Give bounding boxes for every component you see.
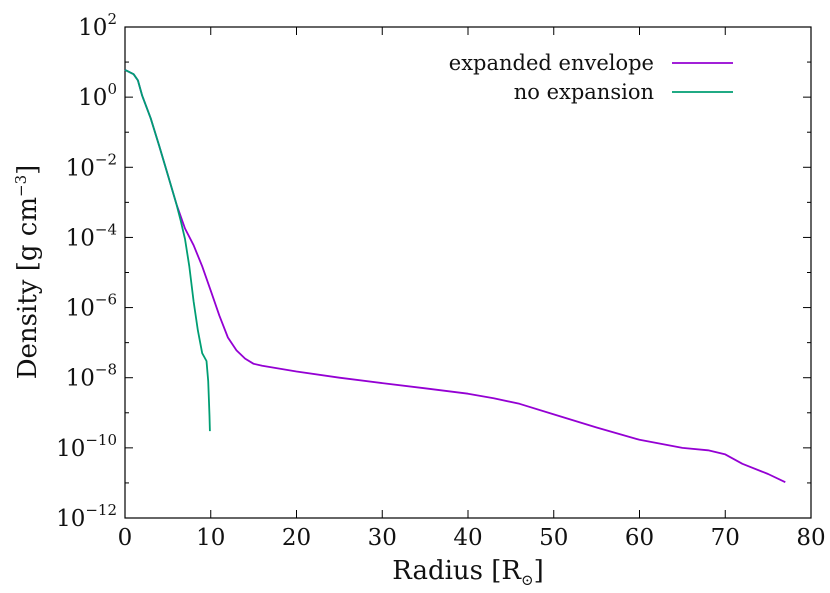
x-tick-label: 10 <box>196 525 225 551</box>
x-axis-ticks: 0 10 20 30 40 50 60 70 80 <box>118 27 826 551</box>
series-line-no-expansion <box>124 69 211 432</box>
y-tick-label: 100 <box>78 80 117 111</box>
y-axis-title: Density [g cm−3] <box>12 165 43 380</box>
y-tick-label: 10−4 <box>66 220 117 251</box>
y-axis-ticks: 102 100 10−2 10−4 10−6 10−8 10−10 10−12 <box>56 10 811 532</box>
y-tick-label: 10−10 <box>56 431 117 462</box>
y-tick-label: 10−12 <box>56 501 117 532</box>
x-tick-label: 50 <box>539 525 568 551</box>
x-tick-label: 0 <box>118 525 133 551</box>
legend: expanded envelope no expansion <box>449 51 733 104</box>
x-tick-label: 60 <box>625 525 654 551</box>
legend-label-no-expansion: no expansion <box>514 80 654 104</box>
y-tick-label: 10−6 <box>66 291 117 322</box>
x-axis-title: Radius [R⊙] <box>392 556 543 589</box>
x-tick-label: 20 <box>282 525 311 551</box>
series-layer <box>124 69 786 484</box>
y-tick-label: 10−2 <box>66 150 117 181</box>
plot-frame <box>124 26 812 519</box>
x-tick-label: 30 <box>368 525 397 551</box>
y-tick-label: 10−8 <box>66 361 117 392</box>
x-tick-label: 80 <box>796 525 825 551</box>
legend-label-expanded-envelope: expanded envelope <box>449 51 654 75</box>
x-tick-label: 40 <box>453 525 482 551</box>
series-line-expanded-envelope <box>124 69 786 484</box>
y-tick-label: 102 <box>78 10 117 41</box>
x-tick-label: 70 <box>711 525 740 551</box>
